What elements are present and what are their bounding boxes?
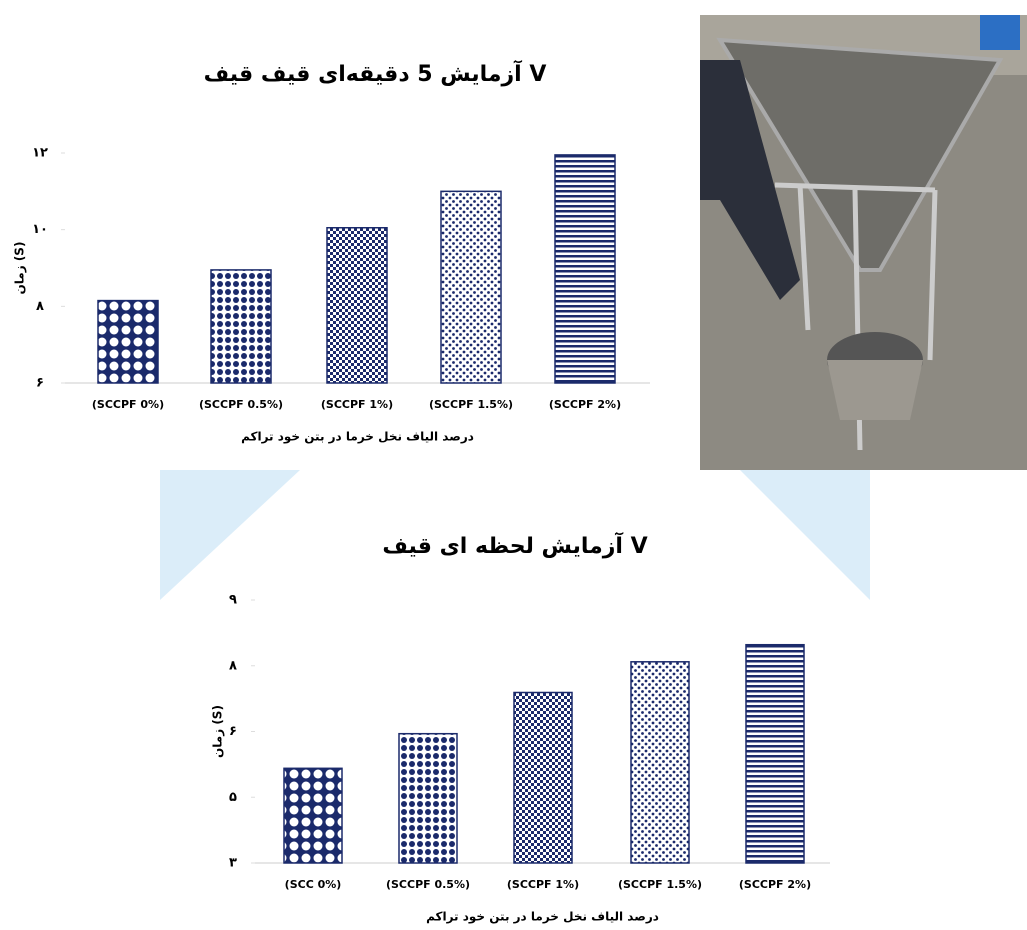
bar xyxy=(97,299,159,384)
x-axis-label: درصد الیاف نخل خرما در بتن خود تراکم xyxy=(241,430,474,445)
y-tick-label: ۱۰ xyxy=(32,222,48,237)
y-tick-label: ۵ xyxy=(229,790,237,805)
x-tick-label: (SCCPF 0.5%) xyxy=(199,398,283,411)
x-tick-label: (SCCPF 1.5%) xyxy=(429,398,513,411)
x-tick-label: (SCC 0%) xyxy=(285,878,342,891)
bar xyxy=(630,661,690,864)
x-tick-label: (SCCPF 1%) xyxy=(507,878,579,891)
y-tick-label: ۹ xyxy=(229,593,237,608)
x-tick-label: (SCCPF 0.5%) xyxy=(386,878,470,891)
y-tick-label: ۶ xyxy=(36,376,44,391)
bar xyxy=(326,227,388,384)
y-tick-label: ۱۲ xyxy=(32,146,48,161)
watermark xyxy=(160,470,870,600)
x-tick-label: (SCCPF 1%) xyxy=(321,398,393,411)
y-tick-label: ۸ xyxy=(36,299,44,314)
x-tick-label: (SCCPF 1.5%) xyxy=(618,878,702,891)
y-tick-label: ۶ xyxy=(229,724,237,739)
y-axis-label: زمان (S) xyxy=(13,242,27,295)
bar xyxy=(745,643,805,864)
y-tick-label: ۳ xyxy=(229,856,237,871)
bar xyxy=(283,767,343,864)
x-axis-label: درصد الیاف نخل خرما در بتن خود تراکم xyxy=(426,910,659,925)
chart-title: آزمایش لحظه ای قیف V xyxy=(382,531,647,559)
x-tick-label: (SCCPF 0%) xyxy=(92,398,164,411)
y-tick-label: ۸ xyxy=(229,658,237,673)
bar xyxy=(210,269,272,384)
bar xyxy=(440,190,502,384)
x-tick-label: (SCCPF 2%) xyxy=(549,398,621,411)
chart-title: آزمایش 5 دقیقه‌ای قیف قیف V xyxy=(204,59,547,87)
bar xyxy=(513,691,573,864)
bar xyxy=(554,154,616,384)
x-tick-label: (SCCPF 2%) xyxy=(739,878,811,891)
y-axis-label: زمان (S) xyxy=(211,705,225,758)
photo xyxy=(700,15,1027,470)
bar xyxy=(398,732,458,864)
